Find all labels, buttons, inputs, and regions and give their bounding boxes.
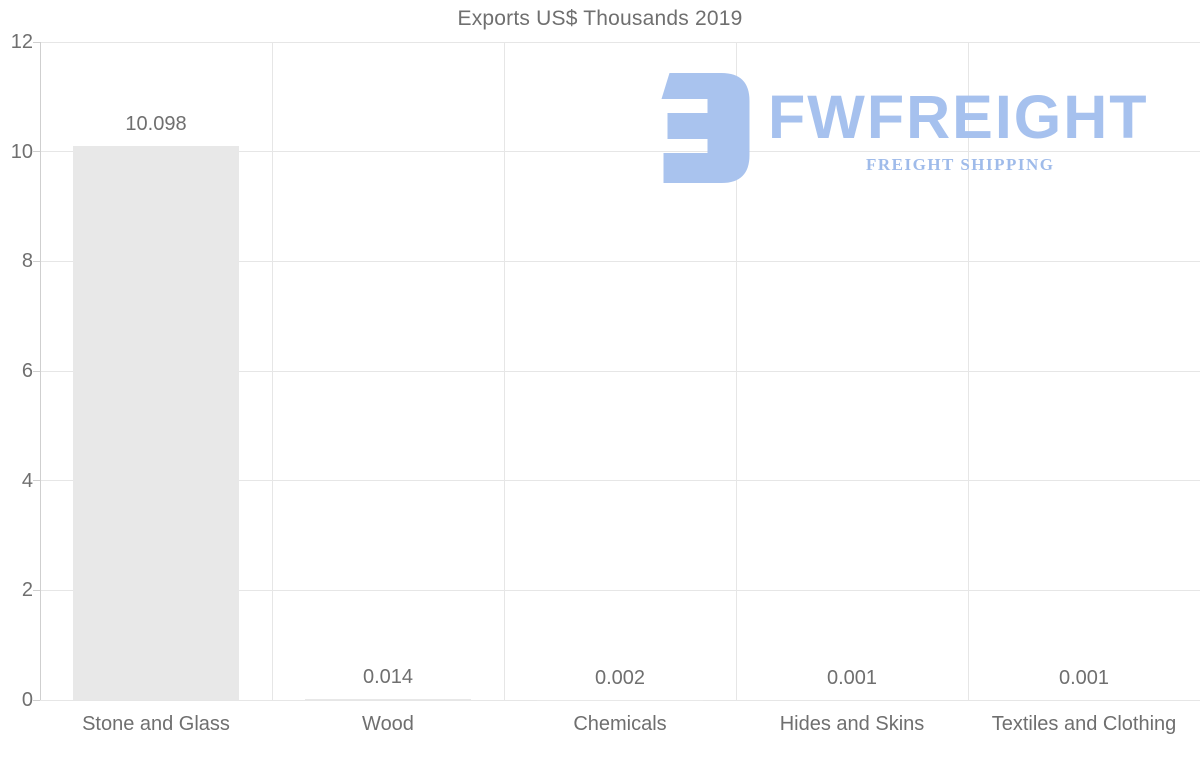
chart-title: Exports US$ Thousands 2019 [457,7,743,30]
y-axis-tick-label: 10 [10,140,33,163]
v-gridline [271,42,273,700]
y-axis-tick-label: 4 [21,469,33,492]
y-axis-line [39,42,41,700]
x-axis-label: Chemicals [573,713,667,735]
h-gridline [40,699,1200,701]
y-axis-tick-label: 0 [21,689,33,711]
h-gridline [40,589,1200,591]
y-axis-tick-label: 12 [10,31,33,53]
bar-value-label: 0.002 [594,666,646,689]
v-gridline [967,42,969,700]
bar-value-label: 0.014 [362,666,414,689]
bar [73,146,239,700]
h-gridline [40,260,1200,262]
x-axis-label: Textiles and Clothing [991,713,1177,735]
x-axis-label: Wood [362,713,414,735]
bar-value-label: 0.001 [1058,666,1110,689]
bar [305,699,471,700]
y-axis-tick [33,41,40,43]
h-gridline [40,41,1200,43]
bar-value-label: 0.001 [826,666,878,689]
y-axis-tick-label: 2 [21,579,33,602]
v-gridline [735,42,737,700]
v-gridline [503,42,505,700]
bar-value-label: 10.098 [125,113,187,136]
h-gridline [40,480,1200,482]
x-axis-label: Hides and Skins [779,713,925,735]
y-axis-tick-label: 8 [21,250,33,273]
y-axis-tick-label: 6 [21,360,33,382]
y-axis-tick [33,151,40,153]
y-axis-tick [33,480,40,482]
y-axis-tick [33,699,40,701]
x-axis-label: Stone and Glass [82,713,230,735]
h-gridline [40,151,1200,153]
y-axis-tick [33,260,40,262]
y-axis-tick [33,589,40,591]
h-gridline [40,370,1200,372]
y-axis-tick [33,370,40,372]
